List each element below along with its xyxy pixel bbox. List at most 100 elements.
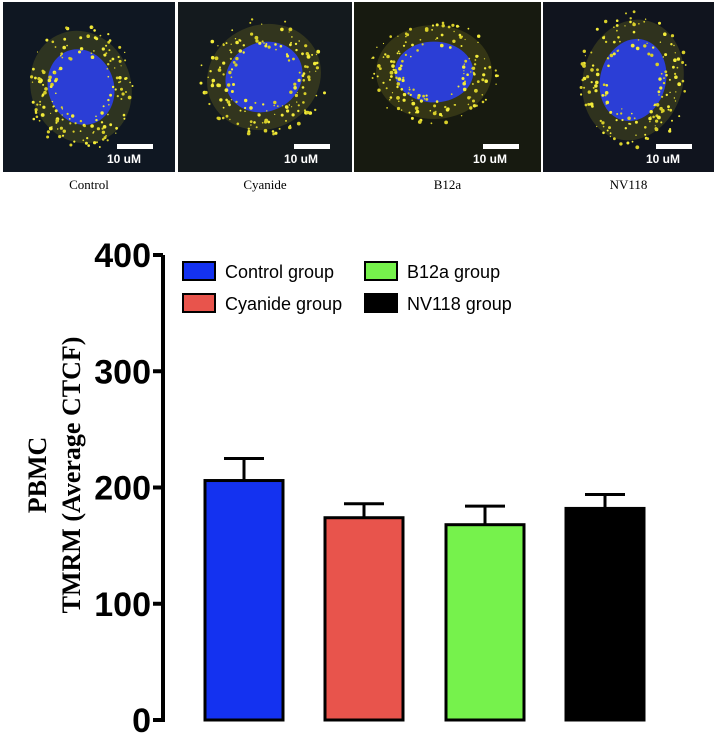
speckle [475,104,478,107]
speckle [405,35,407,38]
speckle [106,139,109,142]
speckle [221,116,225,120]
speckle [470,71,472,73]
legend-label: NV118 group [407,294,512,314]
speckle [586,75,590,79]
speckle [105,52,108,55]
speckle [131,85,134,87]
speckle [127,95,132,100]
speckle [662,81,666,85]
speckle [303,109,307,112]
speckle [285,105,289,109]
legend: Control group B12a group Cyanide group NV11… [182,261,512,314]
speckle [302,101,305,104]
speckle [102,105,105,108]
speckle [408,111,411,114]
speckle [90,55,95,59]
speckle [605,100,610,105]
speckle [411,43,414,47]
speckle [93,29,96,32]
speckle [295,48,298,52]
speckle [114,88,117,91]
scale-bar-label: 10 uM [473,152,508,166]
speckle [249,106,253,110]
speckle [462,81,466,86]
speckle [294,42,298,46]
speckle [460,115,463,117]
speckle [435,110,437,112]
speckle [605,103,607,105]
speckle [219,98,223,102]
speckle [582,49,586,53]
speckle [42,83,45,86]
speckle [199,81,203,85]
speckle [673,97,676,99]
speckle [408,88,411,91]
speckle [599,119,602,123]
speckle [425,94,428,97]
speckle [649,120,651,123]
speckle [272,132,275,136]
speckle [35,115,39,119]
microscopy-panel-control: 10 uM [3,2,175,172]
speckle [305,52,309,56]
speckle [287,59,291,62]
speckle [626,141,630,145]
speckle [230,76,233,79]
speckle [440,43,444,48]
speckle [280,113,284,117]
speckle [461,77,465,80]
speckle [108,49,111,52]
speckle [619,142,623,146]
legend-label: Cyanide group [225,294,342,314]
speckle [219,66,221,69]
speckle [473,63,477,66]
speckle [58,68,60,71]
speckle [632,22,636,27]
speckle [450,93,453,96]
nucleus [599,38,667,122]
speckle [395,77,398,79]
speckle [101,47,105,51]
speckle [274,43,277,46]
speckle [30,75,34,79]
speckle [411,99,413,102]
speckle [66,112,69,115]
speckle [669,91,671,94]
speckle [494,74,498,78]
speckle [238,49,243,53]
speckle [79,36,83,40]
panel-caption: Cyanide [243,177,287,192]
speckle [105,135,107,137]
speckle [208,102,211,106]
speckle [59,126,64,130]
speckle [39,100,42,103]
speckle [658,21,661,25]
speckle [280,27,284,32]
speckle [293,82,297,86]
speckle [668,129,672,133]
speckle [273,104,275,107]
speckle [646,137,650,141]
speckle [444,120,448,125]
legend-swatch [182,261,216,281]
speckle [398,66,402,71]
speckle [204,90,208,95]
speckle [298,71,301,74]
speckle [289,43,292,47]
microscopy-panel-nv118: 10 uM [543,2,714,172]
speckle [62,45,66,50]
speckle [660,72,663,75]
speckle [412,88,415,91]
speckle [654,127,659,132]
speckle [617,37,620,39]
speckle [284,20,287,23]
speckle [303,92,307,96]
speckle [210,39,215,44]
speckle [396,52,399,55]
speckle [655,62,659,67]
speckle [647,52,651,56]
speckle [409,27,412,31]
speckle [42,105,46,109]
speckle [227,83,231,87]
